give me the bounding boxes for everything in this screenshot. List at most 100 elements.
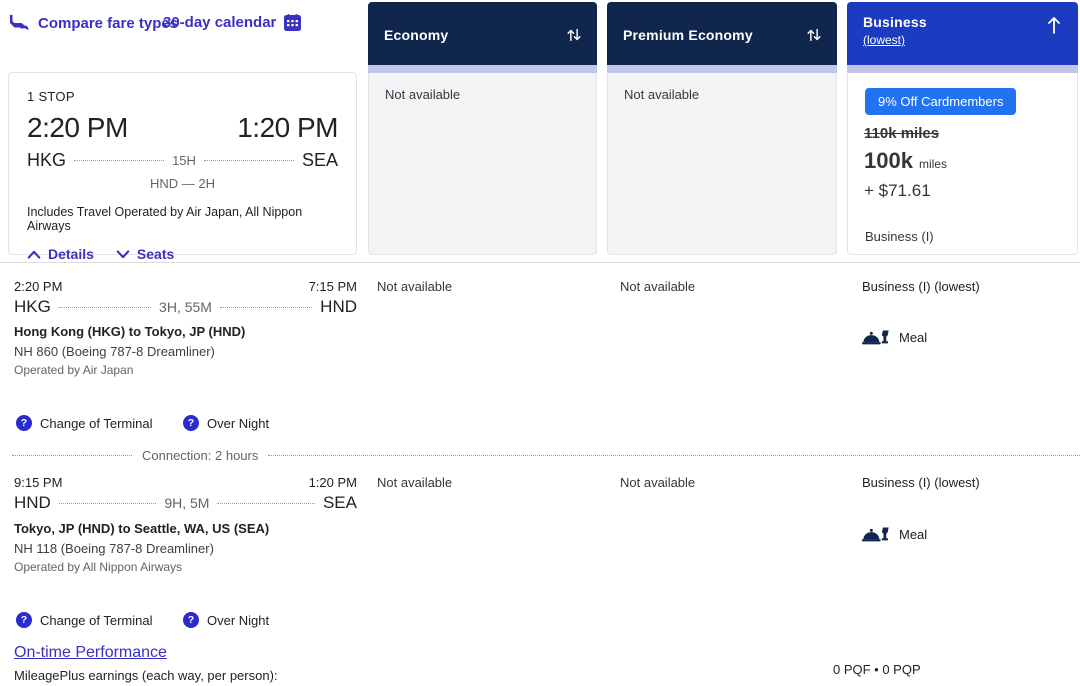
segment-origin-code: HND [14, 493, 51, 512]
help-icon[interactable]: ? [16, 415, 32, 431]
dotted-connector [217, 502, 315, 504]
segment-depart-time: 2:20 PM [14, 279, 63, 294]
fare-header-business-sublabel[interactable]: (lowest) [863, 33, 906, 47]
segment-arrive-time: 7:15 PM [308, 279, 357, 294]
fare-header-accent-strip [368, 65, 597, 73]
layover-info: HND — 2H [149, 176, 215, 191]
miles-price: 100k [864, 148, 913, 173]
fare-header-premium-economy[interactable]: Premium Economy [607, 2, 837, 65]
badge-label: Change of Terminal [40, 415, 153, 431]
operated-by-notice: Includes Travel Operated by Air Japan, A… [27, 205, 303, 233]
badge-label: Over Night [207, 415, 270, 431]
fare-header-business[interactable]: Business (lowest) [847, 2, 1078, 65]
fare-header-premium-economy-label: Premium Economy [623, 26, 753, 43]
fare-cell-economy: Not available [368, 73, 597, 255]
segment-route-name: Hong Kong (HKG) to Tokyo, JP (HND) [14, 324, 246, 339]
arrive-time: 1:20 PM [237, 112, 338, 143]
amenity-meal: Meal [862, 526, 927, 543]
help-icon[interactable]: ? [16, 612, 32, 628]
badge-label: Change of Terminal [40, 612, 153, 628]
dotted-connector [58, 306, 152, 308]
calendar-link[interactable]: 30-day calendar [163, 14, 302, 31]
segment-route-row: HND 9H, 5M SEA [14, 493, 357, 513]
compare-fare-types-label: Compare fare types [38, 14, 179, 32]
calendar-icon [284, 14, 302, 31]
mileageplus-earnings-label: MileagePlus earnings (each way, per pers… [14, 668, 278, 683]
help-icon[interactable]: ? [183, 415, 199, 431]
chevron-down-icon [116, 249, 130, 258]
badge-label: Over Night [207, 612, 270, 628]
flat-seat-icon [10, 14, 29, 31]
cardmember-offer-button[interactable]: 9% Off Cardmembers [865, 88, 1017, 115]
badge-over-night[interactable]: ? Over Night [183, 612, 269, 628]
fare-header-economy[interactable]: Economy [368, 2, 597, 65]
miles-price-row: 100k miles [864, 148, 1061, 174]
segment-operated-by: Operated by Air Japan [14, 363, 134, 377]
badge-change-of-terminal[interactable]: ? Change of Terminal [16, 415, 153, 431]
sort-ascending-arrow-icon[interactable] [1044, 14, 1064, 36]
flight-summary-card[interactable]: 1 STOP 2:20 PM 1:20 PM HKG 15H SEA HND —… [8, 72, 357, 262]
fare-header-business-label: Business [863, 14, 927, 30]
origin-code: HKG [27, 150, 67, 170]
sort-icon[interactable] [565, 26, 583, 44]
fare-cell-business[interactable]: 9% Off Cardmembers 110k miles 100k miles… [847, 73, 1078, 255]
segment-economy-status: Not available [377, 279, 453, 294]
segment-economy-status: Not available [377, 475, 453, 490]
dotted-connector [203, 160, 294, 161]
compare-fare-types-link[interactable]: Compare fare types [8, 14, 178, 32]
fare-header-economy-label: Economy [384, 26, 449, 43]
segment-arrive-time: 1:20 PM [308, 475, 357, 490]
segment-route-name: Tokyo, JP (HND) to Seattle, WA, US (SEA) [14, 521, 270, 536]
chevron-up-icon [27, 250, 41, 259]
calendar-link-label: 30-day calendar [163, 14, 277, 31]
depart-time: 2:20 PM [27, 112, 128, 143]
meal-icon [862, 527, 889, 542]
flight-details-panel: 2:20 PM 7:15 PM HKG 3H, 55M HND Hong Kon… [0, 262, 1080, 686]
summary-times: 2:20 PM 1:20 PM [27, 112, 338, 144]
cabin-code: Business (I) [865, 229, 934, 244]
badge-over-night[interactable]: ? Over Night [183, 415, 269, 431]
badge-change-of-terminal[interactable]: ? Change of Terminal [16, 612, 153, 628]
total-duration: 15H [172, 153, 196, 168]
dotted-connector [12, 455, 132, 456]
segment-destination-code: SEA [322, 493, 357, 512]
economy-status: Not available [385, 87, 461, 102]
connection-label: Connection: 2 hours [142, 448, 259, 463]
segment-flight-number: NH 118 (Boeing 787-8 Dreamliner) [14, 541, 214, 556]
meal-label: Meal [899, 330, 928, 345]
segment-origin-code: HKG [14, 297, 51, 316]
help-icon[interactable]: ? [183, 612, 199, 628]
amenity-meal: Meal [862, 329, 927, 346]
taxes-fees: + $71.61 [864, 181, 931, 200]
fare-header-business-text: Business (lowest) [863, 14, 927, 47]
segment-duration: 9H, 5M [164, 495, 210, 511]
connection-separator: Connection: 2 hours [12, 448, 1080, 463]
fare-header-accent-strip [607, 65, 837, 73]
pq-summary: 0 PQF • 0 PQP [833, 662, 921, 677]
segment-times: 2:20 PM 7:15 PM [14, 279, 357, 294]
summary-links: Details Seats [27, 246, 338, 262]
segment-times: 9:15 PM 1:20 PM [14, 475, 357, 490]
segment-duration: 3H, 55M [159, 299, 212, 315]
segment-route-row: HKG 3H, 55M HND [14, 297, 357, 317]
summary-route-row: HKG 15H SEA [27, 150, 338, 171]
seats-toggle[interactable]: Seats [116, 246, 174, 262]
dotted-connector [268, 455, 1080, 456]
destination-code: SEA [301, 150, 338, 170]
details-toggle[interactable]: Details [27, 246, 94, 262]
segment-operated-by: Operated by All Nippon Airways [14, 560, 183, 574]
dotted-connector [219, 306, 313, 308]
miles-unit: miles [918, 157, 947, 171]
sort-icon[interactable] [805, 26, 823, 44]
premium-economy-status: Not available [624, 87, 700, 102]
fare-cell-premium-economy: Not available [607, 73, 837, 255]
dotted-connector [74, 160, 165, 161]
meal-icon [862, 330, 889, 345]
fare-header-accent-strip [847, 65, 1078, 73]
segment-premium-status: Not available [620, 475, 696, 490]
seats-label: Seats [136, 246, 175, 262]
on-time-performance-link[interactable]: On-time Performance [14, 644, 167, 661]
segment-business-cabin: Business (I) (lowest) [862, 475, 980, 490]
stops-label: 1 STOP [27, 89, 75, 104]
dotted-connector [58, 502, 157, 504]
